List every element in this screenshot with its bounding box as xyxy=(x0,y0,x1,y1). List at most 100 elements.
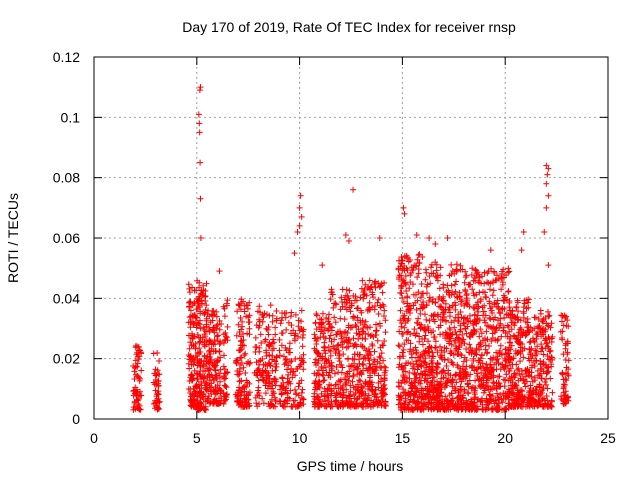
data-point xyxy=(478,352,485,359)
data-point xyxy=(451,281,458,288)
data-point xyxy=(532,387,539,394)
data-point xyxy=(484,279,491,286)
data-point xyxy=(433,369,440,376)
data-point xyxy=(403,287,410,294)
data-point xyxy=(363,323,370,330)
data-point xyxy=(312,335,319,342)
data-point xyxy=(425,345,432,352)
data-point xyxy=(515,340,522,347)
data-point xyxy=(506,356,513,363)
data-point xyxy=(421,336,428,343)
data-point xyxy=(452,329,459,336)
data-point xyxy=(156,398,163,405)
data-point xyxy=(506,339,513,346)
data-point xyxy=(447,335,454,342)
data-point xyxy=(409,354,416,361)
data-point xyxy=(276,347,283,354)
data-point xyxy=(194,393,201,400)
data-point xyxy=(252,394,259,401)
data-point xyxy=(198,400,205,407)
data-point xyxy=(211,329,218,336)
data-point xyxy=(204,372,211,379)
data-point xyxy=(402,362,409,369)
data-point xyxy=(497,383,504,390)
data-point xyxy=(327,296,334,303)
data-point xyxy=(376,353,383,360)
data-point xyxy=(358,389,365,396)
axis-ticks: 0 0.02 0.04 0.06 0.08 0.1 0.12 0 5 10 15 20 25 xyxy=(53,49,616,446)
data-point xyxy=(514,367,521,374)
data-point xyxy=(425,404,432,411)
data-point xyxy=(536,397,543,404)
data-point xyxy=(475,377,482,384)
data-point xyxy=(482,370,489,377)
data-point xyxy=(400,331,407,338)
data-point xyxy=(527,338,534,345)
data-point xyxy=(297,192,304,199)
data-point xyxy=(420,406,427,413)
data-point xyxy=(438,400,445,407)
data-point xyxy=(448,341,455,348)
data-point xyxy=(346,287,353,294)
data-point xyxy=(411,262,418,269)
data-point xyxy=(283,326,290,333)
data-point xyxy=(487,324,494,331)
data-point xyxy=(499,406,506,413)
data-point xyxy=(466,406,473,413)
data-point xyxy=(256,303,263,310)
data-point xyxy=(224,297,231,304)
data-point xyxy=(459,331,466,338)
data-point xyxy=(333,331,340,338)
data-point xyxy=(529,362,536,369)
data-point xyxy=(413,374,420,381)
data-point xyxy=(253,344,260,351)
data-point xyxy=(542,337,549,344)
data-point xyxy=(375,384,382,391)
data-point xyxy=(296,204,303,211)
data-point xyxy=(292,386,299,393)
data-point xyxy=(421,326,428,333)
data-point xyxy=(443,333,450,340)
y-tick-label: 0.1 xyxy=(61,109,81,125)
data-point xyxy=(503,371,510,378)
data-point xyxy=(541,378,548,385)
data-point xyxy=(367,352,374,359)
data-point xyxy=(472,350,479,357)
data-point xyxy=(463,345,470,352)
data-point xyxy=(422,276,429,283)
data-point xyxy=(353,297,360,304)
data-point xyxy=(493,405,500,412)
data-point xyxy=(136,377,143,384)
data-point xyxy=(522,329,529,336)
data-point xyxy=(194,331,201,338)
data-point xyxy=(472,385,479,392)
data-point xyxy=(372,391,379,398)
data-point xyxy=(447,347,454,354)
data-point xyxy=(134,389,141,396)
data-point xyxy=(205,358,212,365)
data-point xyxy=(406,391,413,398)
data-point xyxy=(406,369,413,376)
data-point xyxy=(400,298,407,305)
data-point xyxy=(467,344,474,351)
data-point xyxy=(528,400,535,407)
data-point xyxy=(451,317,458,324)
data-point xyxy=(442,393,449,400)
data-point xyxy=(438,296,445,303)
data-point xyxy=(238,296,245,303)
data-point xyxy=(347,392,354,399)
data-point xyxy=(500,324,507,331)
data-point xyxy=(357,377,364,384)
data-point xyxy=(488,307,495,314)
data-point xyxy=(194,277,201,284)
data-point xyxy=(457,383,464,390)
data-point xyxy=(496,325,503,332)
data-point xyxy=(517,317,524,324)
data-point xyxy=(469,265,476,272)
data-point xyxy=(220,331,227,338)
data-point xyxy=(296,222,303,229)
data-point xyxy=(491,269,498,276)
data-point xyxy=(198,389,205,396)
data-point xyxy=(434,311,441,318)
data-point xyxy=(244,379,251,386)
